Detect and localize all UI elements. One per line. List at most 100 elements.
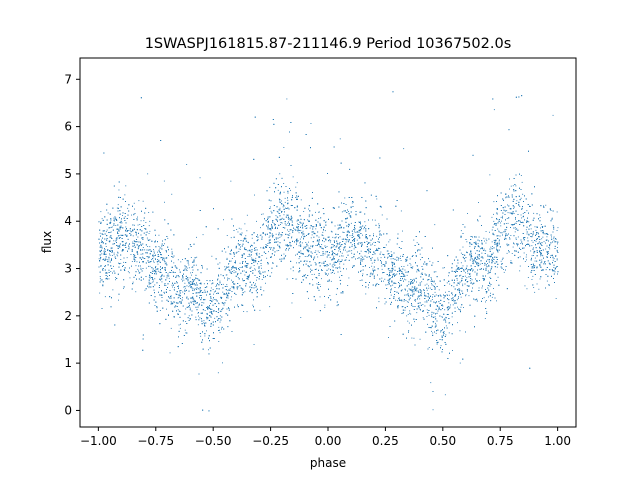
data-point [287, 222, 289, 224]
data-point [373, 259, 375, 261]
data-point [399, 258, 401, 259]
data-point [363, 228, 365, 230]
data-point [226, 257, 228, 259]
data-point [289, 233, 291, 235]
data-point [147, 239, 149, 241]
data-point [420, 273, 422, 275]
data-point [111, 226, 113, 228]
data-point [491, 229, 493, 231]
data-point [497, 235, 499, 237]
data-point [154, 267, 156, 269]
data-point [276, 210, 278, 212]
data-point [365, 225, 367, 227]
data-point [199, 279, 201, 281]
data-point [377, 241, 379, 242]
data-point [421, 293, 422, 295]
data-point [135, 241, 137, 243]
data-point [317, 286, 318, 288]
data-point [290, 229, 292, 231]
data-point [111, 255, 113, 256]
data-point [239, 267, 241, 268]
data-point [493, 213, 494, 215]
data-point [479, 263, 481, 265]
data-point [496, 300, 497, 302]
data-point [462, 246, 464, 248]
data-point [276, 250, 278, 252]
data-point [173, 301, 175, 303]
data-point [246, 214, 248, 216]
data-point [109, 227, 111, 229]
data-point [396, 259, 397, 261]
data-point [283, 253, 285, 255]
data-point [289, 242, 291, 243]
data-point [418, 295, 420, 297]
data-point [506, 218, 508, 219]
data-point [145, 231, 147, 233]
data-point [306, 256, 308, 257]
data-point [283, 214, 285, 216]
data-point [231, 279, 232, 281]
data-point [374, 245, 376, 246]
data-point [434, 283, 436, 285]
data-point [219, 329, 220, 331]
data-point [379, 230, 381, 232]
data-point [119, 228, 121, 230]
data-point [376, 283, 378, 285]
data-point [283, 205, 285, 207]
data-point [556, 230, 558, 231]
data-point [311, 274, 313, 275]
data-point [306, 244, 308, 246]
data-point [260, 265, 262, 267]
data-point [492, 252, 494, 254]
data-point [218, 275, 220, 277]
data-point [153, 255, 155, 257]
data-point [410, 289, 412, 291]
data-point [468, 295, 470, 297]
data-point [202, 267, 203, 269]
data-point [542, 255, 544, 257]
data-point [133, 258, 135, 260]
data-point [405, 258, 406, 260]
data-point [410, 266, 412, 268]
data-point [105, 231, 107, 233]
data-point [477, 243, 479, 245]
data-point [298, 245, 300, 247]
data-point [168, 314, 169, 316]
data-point [192, 272, 193, 273]
data-point [287, 217, 289, 219]
data-point [258, 271, 259, 273]
data-point [526, 259, 527, 261]
data-point [255, 285, 257, 287]
data-point [527, 237, 529, 239]
data-point [484, 318, 486, 319]
data-point [313, 273, 315, 275]
data-point [230, 272, 232, 274]
data-point [177, 259, 179, 261]
data-point [459, 330, 461, 332]
data-point [286, 244, 288, 245]
data-point [199, 317, 201, 319]
data-point [323, 228, 324, 230]
data-point [406, 294, 408, 296]
data-point [191, 274, 192, 276]
data-point [199, 288, 201, 290]
data-point [419, 298, 421, 300]
data-point [411, 337, 413, 339]
data-point [512, 185, 514, 187]
data-point [534, 291, 536, 293]
data-point [140, 243, 142, 245]
data-point [485, 231, 487, 232]
data-point [510, 260, 512, 262]
data-point [360, 211, 362, 213]
data-point [148, 225, 150, 227]
data-point [469, 280, 471, 282]
data-point [154, 270, 156, 272]
data-point [525, 256, 527, 258]
data-point [518, 203, 519, 205]
data-point [384, 303, 386, 305]
data-point [149, 220, 151, 222]
data-point [435, 294, 437, 296]
data-point [253, 344, 255, 345]
data-point [539, 250, 541, 252]
data-point [135, 265, 137, 267]
